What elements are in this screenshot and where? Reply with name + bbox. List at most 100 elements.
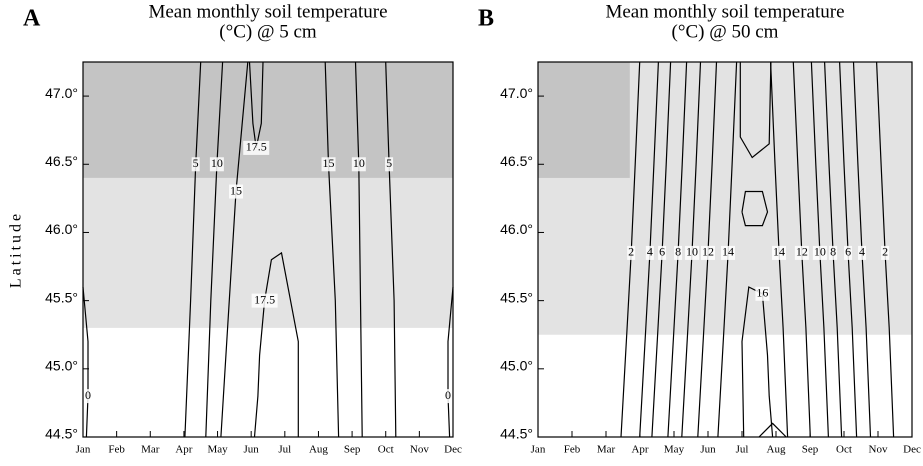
contour-label: 17.5 bbox=[254, 292, 275, 306]
contour-label-bg bbox=[243, 140, 270, 155]
contour-label-bg bbox=[627, 245, 636, 260]
contour-line bbox=[447, 286, 454, 438]
panel: B Mean monthly soil temperature(°C) @ 50 … bbox=[478, 1, 921, 455]
contour-label-bg bbox=[685, 245, 700, 260]
contour-label: 17.5 bbox=[246, 140, 267, 154]
contour-label: 8 bbox=[675, 245, 681, 259]
x-tick-label: May bbox=[207, 444, 228, 456]
x-tick-label: Jun bbox=[700, 444, 716, 456]
contour-label-bg bbox=[772, 245, 787, 260]
y-tick-label: 44.5° bbox=[45, 426, 78, 442]
contour-label-bg bbox=[829, 245, 838, 260]
contour-line bbox=[739, 61, 772, 159]
y-tick-label: 46.0° bbox=[500, 221, 533, 237]
contour-label: 5 bbox=[386, 156, 392, 170]
contour-label-bg bbox=[812, 245, 827, 260]
contour-line bbox=[253, 251, 299, 438]
contour-label-bg bbox=[351, 157, 366, 172]
x-tick-label: Jul bbox=[278, 444, 291, 456]
chart-title: Mean monthly soil temperature bbox=[148, 1, 387, 22]
y-tick-label: 44.5° bbox=[500, 426, 533, 442]
contour-line bbox=[758, 422, 787, 438]
x-tick-label: Jul bbox=[736, 444, 749, 456]
contour-label-bg bbox=[385, 157, 394, 172]
x-tick-label: Feb bbox=[564, 444, 581, 456]
contour-label-bg bbox=[674, 245, 683, 260]
x-tick-label: Dec bbox=[903, 444, 921, 456]
contour-line bbox=[220, 61, 249, 438]
contour-label: 14 bbox=[722, 245, 734, 259]
contour-label-bg bbox=[209, 157, 224, 172]
contour-label-bg bbox=[755, 286, 770, 301]
x-tick-label: Aug bbox=[767, 444, 786, 456]
x-tick-label: Aug bbox=[309, 444, 328, 456]
contour-label: 15 bbox=[230, 183, 242, 197]
contour-label: 0 bbox=[445, 388, 451, 402]
contour-label-bg bbox=[251, 293, 278, 308]
contour-label: 4 bbox=[859, 245, 865, 259]
x-tick-label: Sep bbox=[344, 444, 361, 456]
contour-label: 10 bbox=[211, 156, 223, 170]
contour-label: 2 bbox=[882, 245, 888, 259]
plot-frame bbox=[537, 61, 913, 438]
y-tick-label: 47.0° bbox=[500, 85, 533, 101]
contour-line bbox=[354, 61, 363, 438]
contour-label: 0 bbox=[85, 388, 91, 402]
x-tick-label: Apr bbox=[175, 444, 192, 456]
panel-label: B bbox=[478, 6, 494, 32]
x-tick-label: Feb bbox=[108, 444, 125, 456]
chart-title: (°C) @ 5 cm bbox=[219, 21, 317, 42]
panel: A Mean monthly soil temperature(°C) @ 5 c… bbox=[8, 1, 462, 455]
contour-label-bg bbox=[229, 184, 244, 199]
contour-label: 16 bbox=[756, 286, 768, 300]
contour-label-bg bbox=[721, 245, 736, 260]
y-tick-label: 46.5° bbox=[500, 153, 533, 169]
contour-label: 5 bbox=[193, 156, 199, 170]
contour-label: 8 bbox=[830, 245, 836, 259]
contour-label-bg bbox=[844, 245, 853, 260]
contour-label-bg bbox=[794, 245, 809, 260]
x-tick-label: Nov bbox=[869, 444, 888, 456]
contour-line bbox=[205, 61, 224, 438]
x-tick-label: Apr bbox=[631, 444, 648, 456]
contour-label: 4 bbox=[647, 245, 653, 259]
contour-label: 10 bbox=[353, 156, 365, 170]
x-tick-label: Dec bbox=[444, 444, 462, 456]
contour-label-bg bbox=[881, 245, 890, 260]
plot-frame bbox=[82, 61, 454, 438]
contour-label: 6 bbox=[845, 245, 851, 259]
x-tick-label: Nov bbox=[410, 444, 429, 456]
chart-title: (°C) @ 50 cm bbox=[672, 21, 779, 42]
panel-label: A bbox=[23, 6, 41, 32]
contour-line bbox=[184, 61, 202, 438]
contour-label: 15 bbox=[323, 156, 335, 170]
x-tick-label: Sep bbox=[802, 444, 819, 456]
contour-label: 14 bbox=[773, 245, 785, 259]
shaded-region bbox=[83, 62, 453, 178]
contour-label: 2 bbox=[628, 245, 634, 259]
contour-label-bg bbox=[658, 245, 667, 260]
contour-line bbox=[741, 190, 769, 227]
contour-line bbox=[385, 61, 397, 438]
x-tick-label: Jan bbox=[531, 444, 546, 456]
contour-label: 12 bbox=[796, 245, 808, 259]
x-tick-label: May bbox=[664, 444, 685, 456]
x-tick-label: Mar bbox=[141, 444, 160, 456]
contour-label: 12 bbox=[702, 245, 714, 259]
y-tick-label: 47.0° bbox=[45, 85, 78, 101]
contour-label-bg bbox=[84, 389, 93, 404]
x-tick-label: Oct bbox=[836, 444, 852, 456]
y-tick-label: 45.5° bbox=[45, 289, 78, 305]
y-tick-label: 45.0° bbox=[500, 358, 533, 374]
contour-label-bg bbox=[191, 157, 200, 172]
y-axis-label: Latitude bbox=[8, 211, 25, 288]
contour-line bbox=[324, 61, 340, 438]
x-tick-label: Oct bbox=[378, 444, 394, 456]
x-tick-label: Jun bbox=[244, 444, 260, 456]
contour-label: 10 bbox=[814, 245, 826, 259]
chart-title: Mean monthly soil temperature bbox=[605, 1, 844, 22]
contour-label-bg bbox=[443, 389, 452, 404]
x-tick-label: Mar bbox=[597, 444, 616, 456]
contour-label-bg bbox=[858, 245, 867, 260]
